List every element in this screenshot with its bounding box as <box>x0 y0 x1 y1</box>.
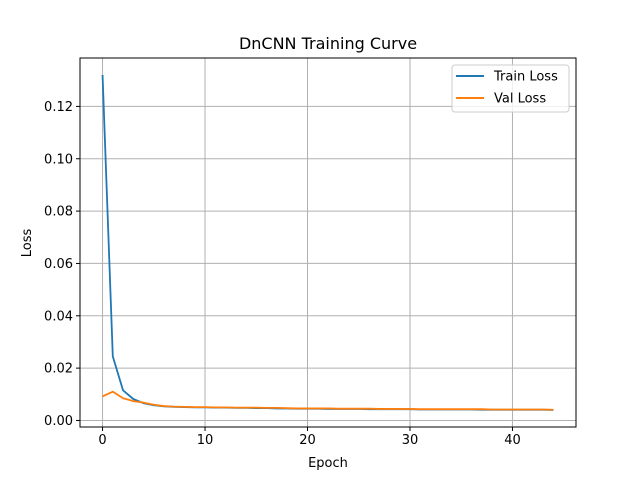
chart-title: DnCNN Training Curve <box>239 34 417 53</box>
legend: Train Loss Val Loss <box>451 64 570 113</box>
series-line-train-loss <box>101 74 554 411</box>
legend-label: Train Loss <box>493 70 558 85</box>
y-axis-label: Loss <box>20 229 35 258</box>
legend-label: Val Loss <box>494 92 546 107</box>
y-tick-label: 0.08 <box>44 205 73 220</box>
x-tick-label: 30 <box>402 433 419 448</box>
grid <box>80 58 576 427</box>
x-axis-label: Epoch <box>308 456 348 471</box>
y-axis-ticks: 0.00 0.02 0.04 0.06 0.08 0.10 0.12 <box>44 100 80 429</box>
x-tick-label: 10 <box>197 433 214 448</box>
y-tick-label: 0.04 <box>44 309 73 324</box>
x-axis-ticks: 0 10 20 30 40 <box>98 427 521 448</box>
y-tick-label: 0.06 <box>44 257 73 272</box>
x-tick-label: 20 <box>299 433 316 448</box>
y-tick-label: 0.02 <box>44 362 73 377</box>
y-tick-label: 0.00 <box>44 414 73 429</box>
x-tick-label: 0 <box>98 433 106 448</box>
x-tick-label: 40 <box>504 433 521 448</box>
y-tick-label: 0.10 <box>44 152 73 167</box>
y-tick-label: 0.12 <box>44 100 73 115</box>
series-lines <box>101 74 554 411</box>
series-line-val-loss <box>102 390 554 411</box>
plot-frame <box>79 57 577 428</box>
